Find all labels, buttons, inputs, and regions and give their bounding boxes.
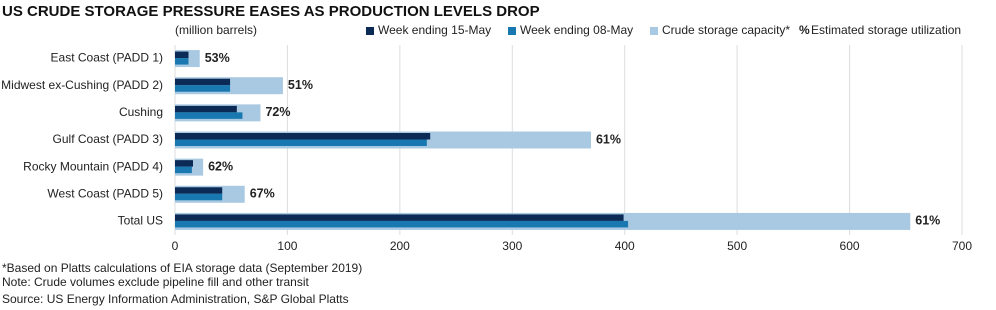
bar	[175, 214, 624, 221]
footnote: *Based on Platts calculations of EIA sto…	[2, 261, 362, 275]
value-label: 61%	[915, 214, 940, 228]
legend-label: Week ending 15-May	[378, 23, 491, 37]
source-note: Source: US Energy Information Administra…	[2, 292, 349, 306]
y-tick-label: Midwest ex-Cushing (PADD 2)	[1, 78, 163, 92]
bar	[175, 78, 231, 86]
bar	[175, 160, 193, 167]
y-tick-label: Cushing	[119, 105, 163, 119]
bar	[175, 51, 189, 59]
bar	[175, 112, 243, 119]
footnote: Note: Crude volumes exclude pipeline fil…	[2, 275, 309, 289]
value-label: 72%	[265, 105, 290, 119]
bar	[175, 105, 237, 113]
bar	[175, 220, 629, 228]
value-label: 53%	[205, 51, 230, 65]
y-tick-label: East Coast (PADD 1)	[51, 51, 163, 65]
bar	[175, 58, 189, 65]
bar	[175, 139, 427, 146]
value-label: 51%	[288, 78, 313, 92]
x-tick-label: 100	[277, 239, 297, 253]
legend-marker: %	[799, 23, 810, 37]
x-tick-label: 500	[727, 239, 747, 253]
x-tick-label: 600	[840, 239, 860, 253]
x-tick-label: 200	[390, 239, 410, 253]
chart-title: US CRUDE STORAGE PRESSURE EASES AS PRODU…	[2, 3, 540, 20]
legend-swatch	[650, 27, 658, 35]
legend-swatch	[508, 27, 516, 35]
value-label: 62%	[208, 159, 233, 173]
bar	[175, 133, 431, 140]
x-tick-label: 0	[172, 239, 179, 253]
chart-subtitle: (million barrels)	[175, 23, 257, 37]
bar	[175, 166, 192, 174]
legend-label: Week ending 08-May	[520, 23, 633, 37]
bar	[175, 193, 223, 201]
y-tick-label: West Coast (PADD 5)	[47, 186, 163, 200]
bar	[175, 85, 231, 92]
value-label: 67%	[250, 187, 275, 201]
legend-label: Estimated storage utilization	[811, 23, 961, 37]
value-label: 61%	[596, 132, 621, 146]
bar	[175, 187, 223, 194]
x-tick-label: 300	[502, 239, 522, 253]
legend-label: Crude storage capacity*	[662, 23, 790, 37]
y-tick-label: Gulf Coast (PADD 3)	[53, 132, 163, 146]
y-tick-label: Rocky Mountain (PADD 4)	[23, 159, 163, 173]
legend-swatch	[366, 27, 374, 35]
x-tick-label: 700	[952, 239, 972, 253]
y-tick-label: Total US	[118, 214, 163, 228]
x-tick-label: 400	[615, 239, 635, 253]
